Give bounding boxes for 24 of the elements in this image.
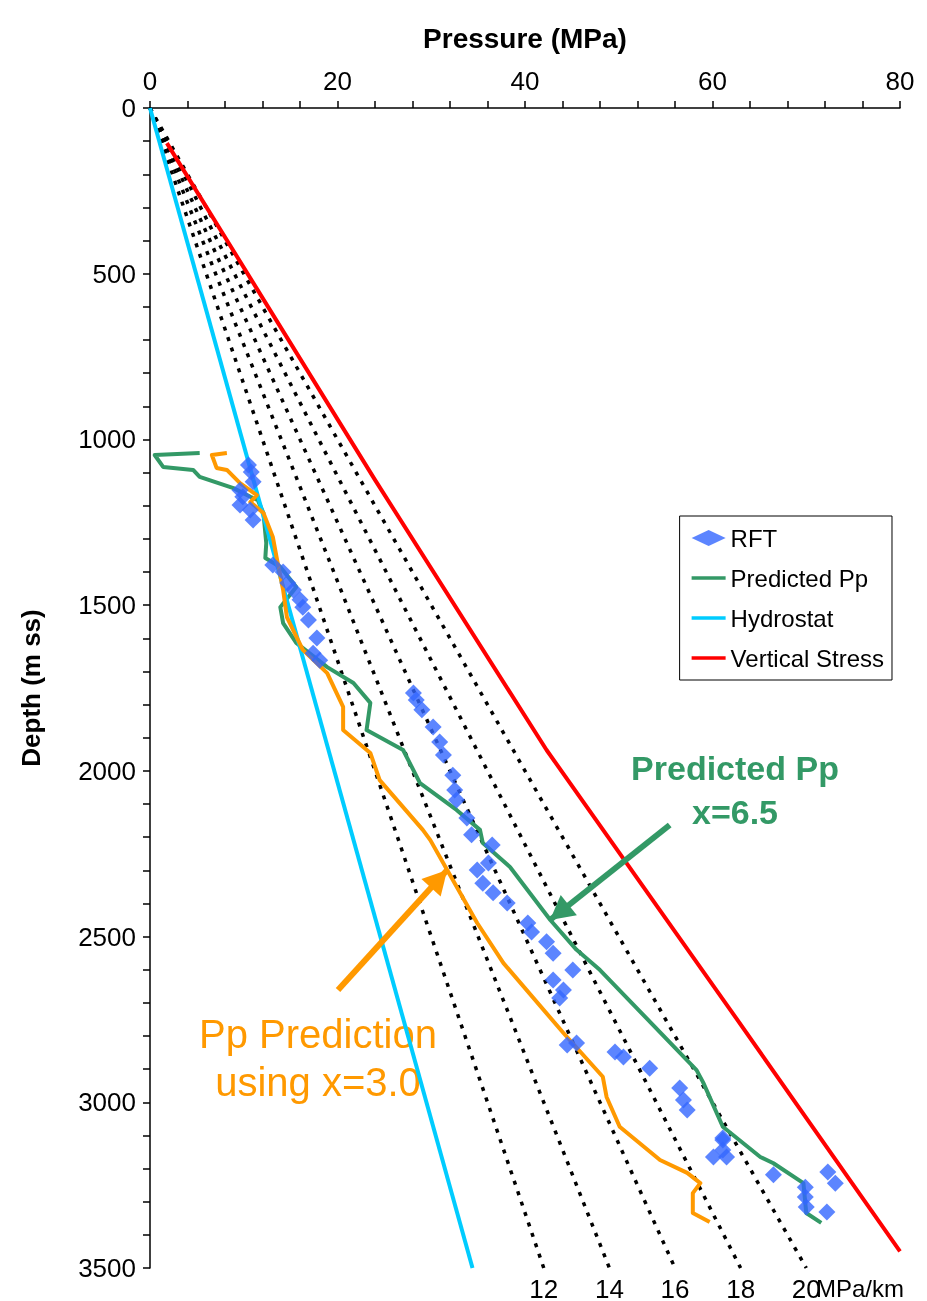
annotation: 14 [594, 1274, 624, 1301]
x-axis-title: Pressure (MPa) [423, 22, 627, 54]
annotation: 12 [529, 1274, 559, 1301]
annotation: 18 [726, 1274, 756, 1301]
x-tick-label: 0 [142, 66, 158, 96]
y-tick-label: 2500 [78, 921, 136, 952]
y-tick-label: 0 [121, 93, 136, 123]
y-axis-title: Depth (m ss) [16, 609, 46, 767]
legend-label: RFT [730, 524, 778, 552]
x-tick-label: 60 [698, 66, 727, 96]
annotation: Predicted Pp x=6.5 [631, 749, 839, 831]
legend-label: Vertical Stress [730, 644, 884, 672]
annotation: 16 [660, 1274, 690, 1301]
x-tick-label: 40 [510, 66, 540, 96]
legend-label: Hydrostat [730, 604, 834, 632]
y-tick-label: 3500 [78, 1253, 136, 1283]
x-tick-label: 80 [885, 66, 915, 96]
y-tick-label: 500 [92, 258, 136, 289]
legend-label: Predicted Pp [730, 564, 869, 592]
x-tick-label: 20 [323, 66, 352, 96]
y-tick-label: 2000 [78, 755, 136, 786]
y-tick-label: 1000 [78, 424, 136, 455]
y-tick-label: 3000 [78, 1087, 136, 1118]
y-tick-label: 1500 [78, 590, 136, 621]
